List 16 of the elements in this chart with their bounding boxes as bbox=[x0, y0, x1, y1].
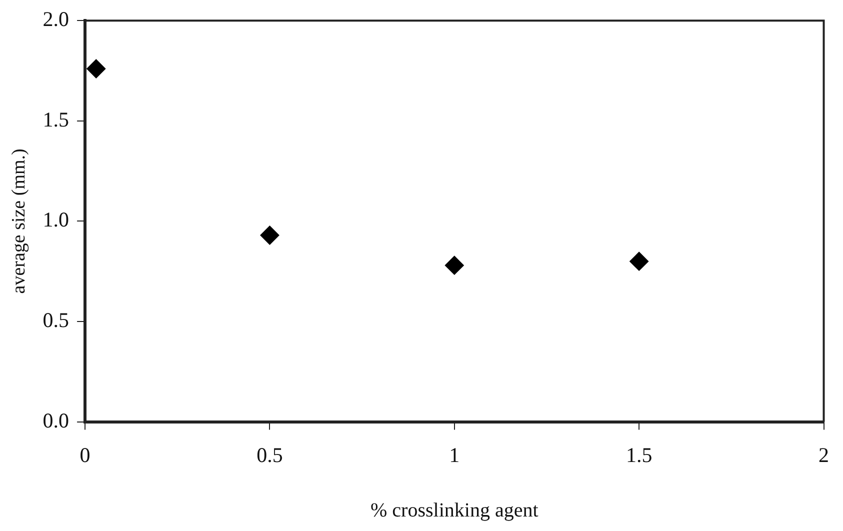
y-tick-label: 1.5 bbox=[42, 107, 70, 132]
point bbox=[260, 226, 280, 245]
x-tick-label: 1 bbox=[449, 442, 460, 467]
y-tick-label: 0.5 bbox=[42, 308, 70, 332]
point bbox=[86, 59, 106, 78]
y-axis-title: average size (mm.) bbox=[8, 148, 30, 294]
point bbox=[630, 252, 649, 271]
y-tick-label: 0.0 bbox=[42, 408, 70, 432]
x-tick-label: 0 bbox=[80, 442, 90, 467]
x-tick-label: 2 bbox=[818, 442, 829, 467]
x-axis-title: % crosslinking agent bbox=[370, 499, 539, 522]
x-tick-label: 1.5 bbox=[626, 442, 652, 467]
y-tick-label: 2.0 bbox=[42, 7, 70, 32]
point bbox=[444, 256, 464, 275]
x-tick-label: 0.5 bbox=[256, 442, 283, 467]
y-tick-label: 1.0 bbox=[42, 208, 70, 232]
